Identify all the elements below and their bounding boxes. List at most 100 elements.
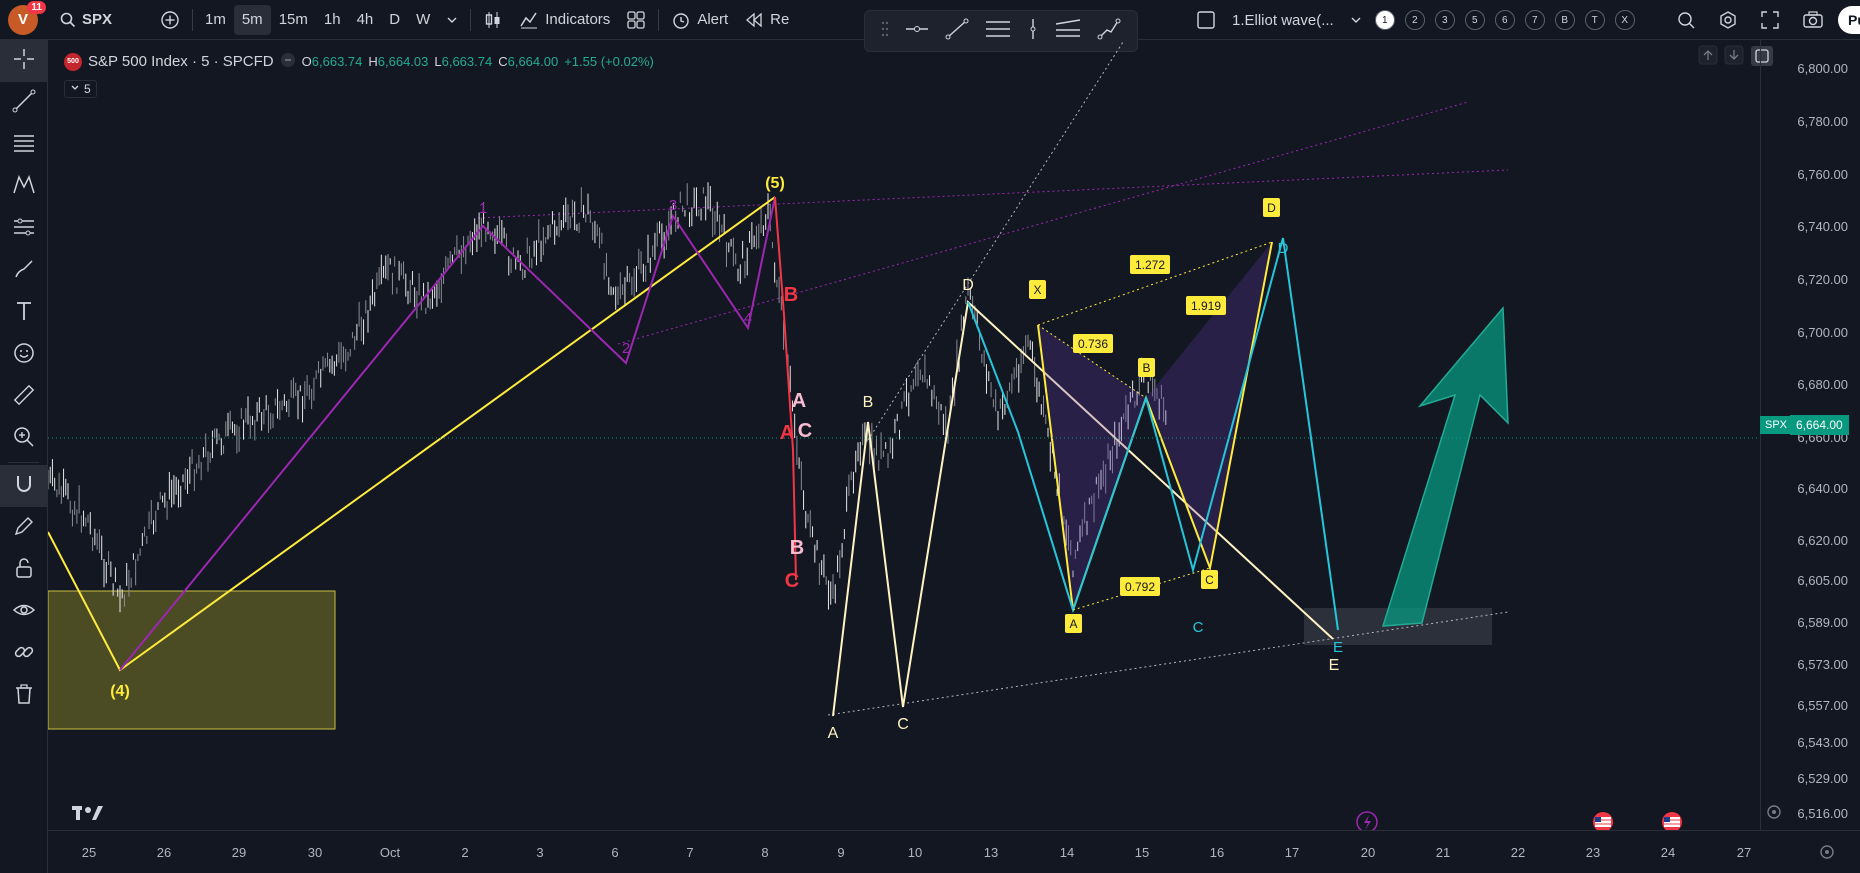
- snapshot-button[interactable]: [1794, 5, 1832, 35]
- layout-b[interactable]: B: [1554, 10, 1575, 30]
- chart-pane[interactable]: (4) (5) 1 2 3 4 B A C A C B A B C D E E …: [47, 40, 1773, 833]
- tf-5m[interactable]: 5m: [233, 4, 271, 35]
- close-value: 6,664.00: [507, 54, 559, 69]
- measure-tool[interactable]: [0, 376, 48, 418]
- event-flash-icon[interactable]: [1356, 811, 1378, 833]
- time-axis-settings-icon[interactable]: [1818, 843, 1836, 864]
- crosshair-tool[interactable]: [0, 40, 48, 82]
- brush-tool[interactable]: [0, 250, 48, 292]
- harmonic-fill-2: [1146, 242, 1272, 568]
- harmonic-point-b[interactable]: B: [1138, 358, 1155, 377]
- layout-7[interactable]: 7: [1524, 10, 1545, 30]
- rewind-icon: [744, 10, 764, 30]
- arrow-up-icon[interactable]: [1698, 45, 1718, 72]
- magnet-icon: [12, 472, 36, 501]
- alert-label: Alert: [697, 11, 729, 28]
- compare-add-button[interactable]: [152, 5, 188, 35]
- time-tick: 30: [307, 845, 323, 860]
- indicators-button[interactable]: Indicators: [511, 5, 618, 35]
- ratio-1272[interactable]: 1.272: [1130, 255, 1170, 274]
- symbol-search[interactable]: SPX: [52, 5, 152, 35]
- ruler-icon: [12, 383, 36, 412]
- layout-6[interactable]: 6: [1494, 10, 1515, 30]
- hide-drawings-tool[interactable]: [0, 591, 48, 633]
- harmonic-point-d[interactable]: D: [1263, 198, 1280, 217]
- drag-handle-icon[interactable]: [881, 20, 889, 43]
- lock-drawings-tool[interactable]: [0, 549, 48, 591]
- forecast-tool[interactable]: [0, 208, 48, 250]
- svg-text:B: B: [1142, 361, 1150, 375]
- replay-button[interactable]: Re: [736, 5, 797, 35]
- vertical-line-icon[interactable]: [1027, 18, 1039, 45]
- alert-button[interactable]: Alert: [663, 5, 736, 35]
- price-tick: 6,640.00: [1797, 481, 1848, 496]
- path-icon[interactable]: [1097, 18, 1121, 45]
- chart-type-button[interactable]: [475, 5, 511, 35]
- pattern-tool[interactable]: [0, 166, 48, 208]
- fullscreen-button[interactable]: [1752, 5, 1788, 35]
- maximize-pane-icon[interactable]: [1750, 45, 1774, 72]
- pane-controls: [1698, 45, 1774, 72]
- layout-dropdown[interactable]: [1342, 5, 1370, 35]
- legend-title[interactable]: S&P 500 Index · 5 · SPCFD: [88, 53, 274, 70]
- time-axis[interactable]: 25 26 29 30 Oct 2 3 6 7 8 9 10 13 14 15 …: [48, 830, 1860, 873]
- trend-line-tool[interactable]: [0, 82, 48, 124]
- harmonic-fill: [1038, 325, 1146, 610]
- layout-2[interactable]: 2: [1404, 10, 1425, 30]
- avatar-letter: V: [17, 11, 28, 28]
- tf-15m[interactable]: 15m: [278, 11, 308, 28]
- time-tick: 22: [1510, 845, 1526, 860]
- remove-drawings-tool[interactable]: [0, 675, 48, 717]
- tf-1m[interactable]: 1m: [205, 11, 226, 28]
- stay-drawing-tool[interactable]: [0, 507, 48, 549]
- layout-x[interactable]: X: [1614, 10, 1635, 30]
- zoom-tool[interactable]: [0, 418, 48, 460]
- link-tool[interactable]: [0, 633, 48, 675]
- layout-toggle[interactable]: [1188, 5, 1224, 35]
- wave-label-2: 2: [622, 340, 630, 357]
- separator: [192, 8, 193, 31]
- ratio-1919[interactable]: 1.919: [1186, 296, 1226, 315]
- harmonic-point-c[interactable]: C: [1201, 570, 1218, 589]
- timeframe-dropdown[interactable]: [438, 5, 466, 35]
- emoji-tool[interactable]: [0, 334, 48, 376]
- event-us-flag-icon[interactable]: [1593, 812, 1613, 832]
- layout-t[interactable]: T: [1584, 10, 1605, 30]
- layout-5[interactable]: 5: [1464, 10, 1485, 30]
- fullscreen-icon: [1760, 10, 1780, 30]
- quick-search-button[interactable]: [1668, 5, 1704, 35]
- harmonic-point-x[interactable]: X: [1029, 280, 1046, 299]
- publish-button[interactable]: Pu: [1838, 6, 1860, 34]
- ratio-0792[interactable]: 0.792: [1120, 577, 1160, 596]
- zoom-sparkle-icon: [1676, 10, 1696, 30]
- xabcd-pattern-icon: [12, 173, 36, 202]
- trend-line-icon[interactable]: [945, 18, 969, 45]
- cyan-label-c: C: [1193, 619, 1204, 636]
- event-us-flag-icon[interactable]: [1662, 812, 1682, 832]
- text-tool[interactable]: [0, 292, 48, 334]
- tf-d[interactable]: D: [389, 11, 401, 28]
- settings-button[interactable]: [1710, 5, 1746, 35]
- templates-button[interactable]: [618, 5, 654, 35]
- tf-4h[interactable]: 4h: [356, 11, 374, 28]
- fib-channel-icon[interactable]: [1054, 18, 1082, 45]
- axis-settings-icon[interactable]: [1765, 803, 1783, 824]
- price-tick: 6,620.00: [1797, 533, 1848, 548]
- layout-3[interactable]: 3: [1434, 10, 1455, 30]
- layout-1[interactable]: 1: [1374, 10, 1395, 30]
- time-tick: 24: [1660, 845, 1676, 860]
- price-axis[interactable]: 6,800.00 6,780.00 6,760.00 6,740.00 6,72…: [1760, 40, 1860, 830]
- time-tick: 16: [1209, 845, 1225, 860]
- fib-tool[interactable]: [0, 124, 48, 166]
- layout-name[interactable]: 1.Elliot wave(...: [1232, 11, 1334, 29]
- tf-1h[interactable]: 1h: [323, 11, 341, 28]
- tf-w[interactable]: W: [416, 11, 431, 28]
- magnet-tool[interactable]: [0, 465, 48, 507]
- user-avatar[interactable]: V 11: [8, 0, 46, 35]
- indicator-collapse-button[interactable]: 5: [64, 80, 97, 98]
- harmonic-point-a[interactable]: A: [1065, 614, 1082, 633]
- parallel-channel-icon[interactable]: [984, 18, 1012, 45]
- horizontal-ray-icon[interactable]: [904, 19, 930, 44]
- ratio-0736[interactable]: 0.736: [1073, 334, 1113, 353]
- arrow-down-icon[interactable]: [1724, 45, 1744, 72]
